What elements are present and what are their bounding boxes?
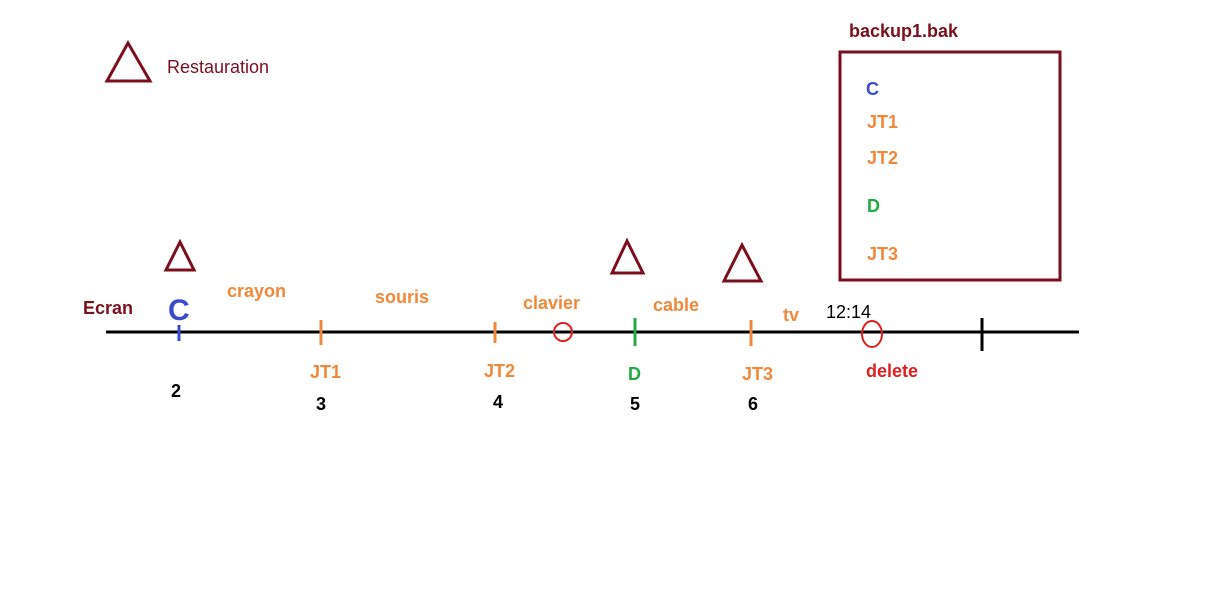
time-label: 12:14	[826, 302, 871, 322]
restore-triangle-icon	[721, 241, 764, 283]
event-label-cable: cable	[653, 295, 699, 315]
restore-triangle-icon	[609, 237, 646, 275]
c-marker-label: C	[168, 294, 190, 327]
event-label-souris: souris	[375, 287, 429, 307]
backup-item-jt1: JT1	[867, 112, 898, 132]
tick-label-jt2: JT2	[484, 361, 515, 381]
tick-label-jt1: JT1	[310, 362, 341, 382]
tick-label-jt3: JT3	[742, 364, 773, 384]
backup-item-d: D	[867, 196, 880, 216]
tick-label-d: D	[628, 364, 641, 384]
start-label: Ecran	[83, 298, 133, 318]
backup-box	[838, 50, 1062, 282]
delete-label: delete	[866, 361, 918, 381]
number-label: 2	[171, 381, 181, 401]
number-label: 3	[316, 394, 326, 414]
backup-item-c: C	[866, 79, 879, 99]
backup-item-jt2: JT2	[867, 148, 898, 168]
number-label: 4	[493, 392, 503, 412]
backup-item-jt3: JT3	[867, 244, 898, 264]
legend-triangle-icon	[104, 39, 153, 83]
event-label-crayon: crayon	[227, 281, 286, 301]
backup-title: backup1.bak	[849, 21, 959, 41]
legend-label: Restauration	[167, 57, 269, 77]
restore-triangle-icon	[163, 238, 197, 272]
clavier-circle-marker	[553, 322, 573, 342]
number-label: 6	[748, 394, 758, 414]
event-label-clavier: clavier	[523, 293, 580, 313]
event-label-tv: tv	[783, 305, 799, 325]
delete-circle-marker	[861, 320, 883, 348]
number-label: 5	[630, 394, 640, 414]
